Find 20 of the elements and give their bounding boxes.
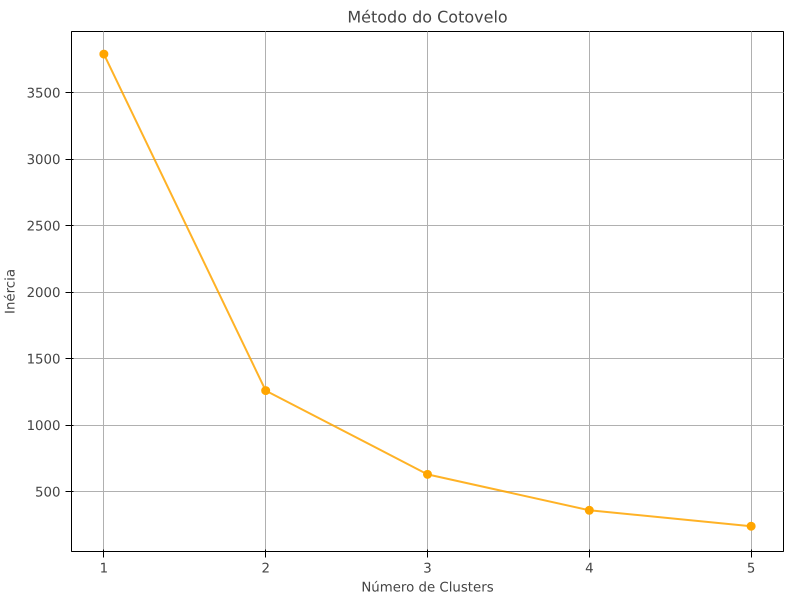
y-tick-label: 2500 <box>26 220 61 235</box>
x-tick-label: 1 <box>100 562 108 576</box>
x-axis-title: Número de Clusters <box>361 580 494 596</box>
y-tick-label: 3500 <box>26 86 61 102</box>
point <box>261 386 270 396</box>
point <box>423 470 432 479</box>
chart-title: Método do Cotovelo <box>347 8 508 26</box>
point <box>584 506 594 515</box>
y-tick-label: 3000 <box>26 153 61 168</box>
point <box>746 522 756 531</box>
y-tick-label: 1500 <box>26 352 61 368</box>
y-tick-label: 500 <box>35 486 61 501</box>
x-tick-label: 3 <box>423 562 432 576</box>
x-tick-label: 4 <box>585 562 594 576</box>
y-axis-title: Inércia <box>4 269 19 314</box>
y-tick-label: 2000 <box>26 286 61 302</box>
x-tick-label: 5 <box>746 562 756 576</box>
x-tick-label: 2 <box>261 562 270 576</box>
y-tick-label: 1000 <box>26 419 61 434</box>
point <box>99 50 108 59</box>
